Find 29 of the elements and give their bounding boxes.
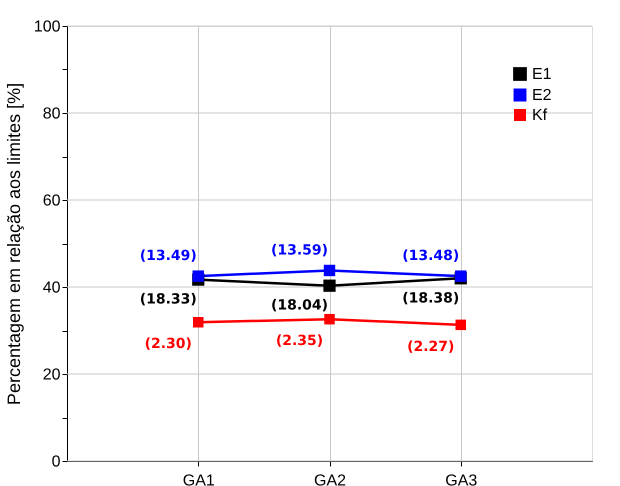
point: [455, 270, 466, 282]
point: [193, 316, 204, 328]
point: [324, 314, 335, 324]
point: [323, 280, 336, 292]
x-tick-label: GA1: [182, 472, 215, 486]
y-tick-label: 0: [52, 454, 61, 470]
annotation: (13.59): [270, 242, 328, 258]
x-tick-label: GA3: [445, 472, 478, 486]
y-tick-label: 20: [42, 366, 61, 384]
point: [456, 320, 466, 330]
x-tick-label: GA2: [314, 472, 346, 486]
annotation: (18.33): [140, 292, 197, 308]
annotation: (18.04): [270, 298, 328, 314]
annotation: (18.38): [402, 290, 460, 306]
annotation: (2.35): [276, 333, 324, 350]
y-axis-title: Percentagem em relação aos limites [%]: [4, 82, 24, 406]
y-tick-label: 80: [42, 106, 61, 122]
y-tick-label: 100: [34, 18, 61, 36]
legend-label: Kf: [532, 107, 548, 124]
annotation: (13.49): [140, 248, 197, 264]
y-tick-label: 40: [42, 280, 61, 296]
annotation: (2.27): [407, 338, 454, 355]
point: [192, 270, 204, 282]
legend-label: E2: [532, 87, 552, 104]
y-tick-label: 60: [42, 192, 61, 210]
point: [324, 264, 336, 276]
annotation: (13.48): [402, 248, 460, 264]
annotation: (2.30): [144, 336, 192, 352]
legend-label: E1: [532, 66, 552, 83]
